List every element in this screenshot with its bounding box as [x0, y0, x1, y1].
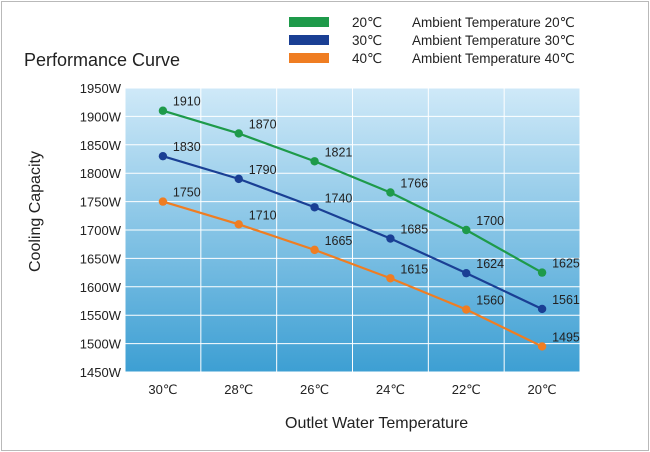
data-point — [234, 129, 243, 138]
data-label: 1821 — [325, 145, 353, 159]
data-point — [386, 234, 395, 243]
data-point — [537, 342, 547, 351]
y-tick-label: 1950W — [80, 81, 122, 96]
legend-key: 30℃ — [352, 33, 382, 48]
data-label: 1615 — [400, 262, 428, 276]
data-point — [158, 106, 168, 115]
x-axis-title: Outlet Water Temperature — [285, 415, 468, 432]
y-tick-label: 1650W — [80, 251, 122, 266]
data-label: 1624 — [476, 257, 504, 271]
x-tick-label: 24℃ — [376, 382, 405, 397]
series-2: 1830 1790 1740 1685 1624 1561 — [158, 140, 580, 314]
data-point — [462, 268, 471, 278]
data-label: 1665 — [325, 234, 353, 248]
data-label: 1790 — [249, 163, 277, 177]
data-label: 1495 — [552, 330, 580, 344]
data-point — [234, 174, 243, 184]
data-point — [310, 203, 319, 212]
y-axis-title: Cooling Capacity — [27, 151, 44, 272]
data-label: 1750 — [173, 186, 201, 200]
x-tick-label: 22℃ — [452, 382, 481, 397]
x-tick-label: 20℃ — [528, 382, 557, 397]
y-tick-label: 1900W — [80, 109, 122, 124]
data-label: 1870 — [249, 117, 277, 131]
y-tick-label: 1600W — [80, 280, 122, 295]
legend: 20℃ Ambient Temperature 20℃ 30℃ Ambient Tem… — [289, 15, 575, 66]
series-line — [162, 109, 543, 274]
x-tick-label: 30℃ — [148, 382, 177, 397]
data-point — [537, 304, 547, 314]
data-point — [462, 225, 471, 235]
legend-key: 40℃ — [352, 51, 382, 66]
legend-label: Ambient Temperature 20℃ — [412, 15, 575, 30]
y-tick-label: 1850W — [80, 138, 122, 153]
data-label: 1710 — [249, 208, 277, 222]
y-tick-label: 1700W — [80, 223, 122, 238]
grid-lines — [124, 87, 581, 373]
chart-title: Performance Curve — [24, 50, 180, 70]
data-label: 1560 — [476, 294, 504, 308]
data-point — [234, 220, 243, 229]
data-label: 1830 — [173, 140, 201, 154]
y-axis-ticks: 1950W 1900W 1850W 1800W 1750W 1700W 1650W 1600W… — [80, 81, 122, 380]
data-label: 1625 — [552, 257, 580, 271]
data-label: 1910 — [173, 95, 201, 109]
legend-swatch — [289, 17, 329, 27]
y-tick-label: 1500W — [80, 337, 122, 352]
data-point — [158, 197, 168, 206]
series-3: 1750 1710 1665 1615 1560 1495 — [158, 186, 580, 351]
data-label: 1700 — [476, 214, 504, 228]
series-line — [162, 155, 543, 310]
data-point — [462, 305, 471, 314]
data-point — [386, 274, 395, 283]
data-label: 1740 — [325, 191, 353, 205]
data-point — [537, 268, 547, 277]
data-point — [310, 245, 319, 255]
y-tick-label: 1450W — [80, 365, 122, 380]
x-tick-label: 26℃ — [300, 382, 329, 397]
data-label: 1561 — [552, 293, 580, 307]
data-point — [310, 157, 319, 166]
legend-key: 20℃ — [352, 15, 382, 30]
y-tick-label: 1800W — [80, 166, 122, 181]
x-tick-label: 28℃ — [224, 382, 253, 397]
data-point — [386, 188, 395, 197]
legend-label: Ambient Temperature 30℃ — [412, 33, 575, 48]
y-tick-label: 1750W — [80, 195, 122, 210]
data-label: 1766 — [400, 177, 428, 191]
data-label: 1685 — [400, 223, 428, 237]
x-axis-ticks: 30℃ 28℃ 26℃ 24℃ 22℃ 20℃ — [148, 382, 556, 397]
legend-swatch — [289, 35, 329, 45]
data-point — [158, 151, 168, 161]
series-1: 1910 1870 1821 1766 1700 1625 — [158, 95, 580, 277]
y-tick-label: 1550W — [80, 308, 122, 323]
legend-swatch — [289, 53, 329, 63]
series-line — [162, 200, 543, 348]
series-layer: 1910 1870 1821 1766 1700 1625 1830 1790 1740 1685… — [158, 95, 580, 351]
legend-label: Ambient Temperature 40℃ — [412, 51, 575, 66]
